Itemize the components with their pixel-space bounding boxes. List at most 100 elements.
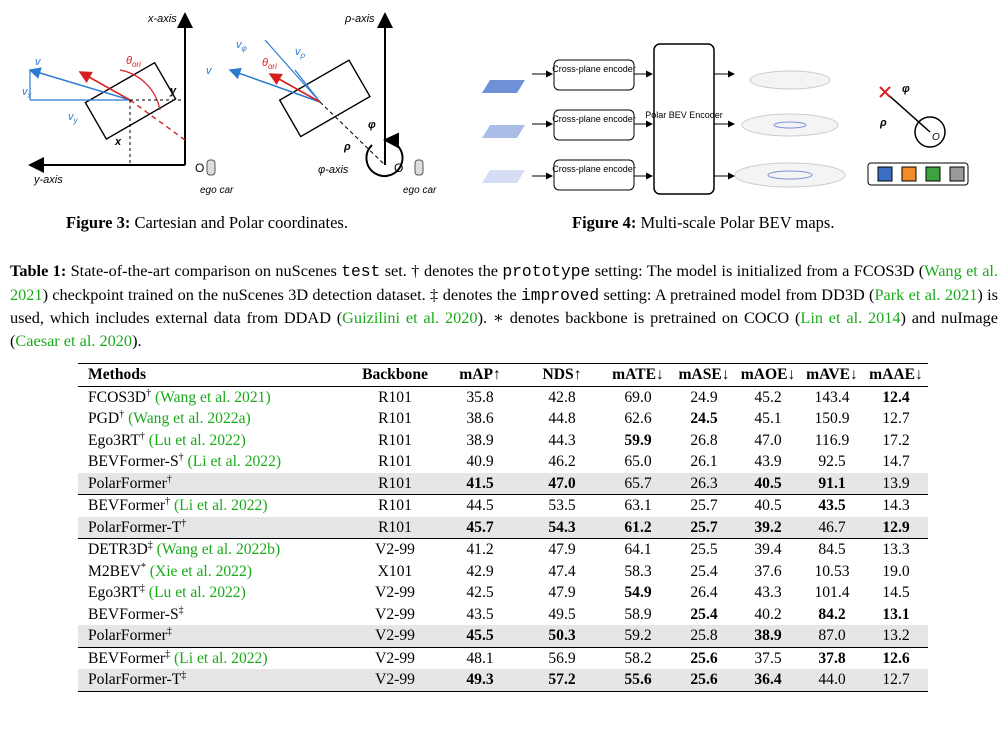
setting-marker: * <box>140 561 146 573</box>
metric-cell: 25.4 <box>690 562 718 580</box>
backbone-cell: R101 <box>350 472 440 495</box>
metric-cell: 64.1 <box>604 538 672 561</box>
metric-cell: 62.6 <box>624 410 652 427</box>
table-row: BEVFormer‡ (Li et al. 2022) V2-99 48.1 56.9… <box>78 646 928 669</box>
svg-text:φ: φ <box>902 83 910 95</box>
metric-cell: 39.2 <box>736 516 800 539</box>
metric-cell: 44.0 <box>800 669 864 692</box>
method-cell: BEVFormer-S‡ <box>78 604 350 626</box>
svg-text:x: x <box>114 136 122 148</box>
citation-link[interactable]: (Wang et al. 2022a) <box>124 410 251 427</box>
citation-link[interactable]: (Lu et al. 2022) <box>144 584 246 601</box>
metric-cell: 92.5 <box>818 453 846 470</box>
svg-text:y: y <box>169 85 177 97</box>
svg-text:O: O <box>195 161 204 175</box>
phi-axis-label: φ-axis <box>318 164 349 176</box>
metric-cell: 44.8 <box>548 410 576 427</box>
metric-cell: 14.5 <box>882 584 910 601</box>
method-name: BEVFormer-S <box>88 605 179 623</box>
metric-cell: 25.6 <box>672 669 736 692</box>
citation-link[interactable]: (Xie et al. 2022) <box>145 562 252 580</box>
metric-cell: 47.0 <box>520 472 604 495</box>
citation-link[interactable]: (Wang et al. 2022b) <box>152 541 281 558</box>
metric-cell: 25.7 <box>672 516 736 539</box>
method-name: PolarFormer <box>88 627 167 644</box>
metric-cell: 84.5 <box>800 538 864 561</box>
metric-cell: 46.2 <box>548 453 576 470</box>
metric-cell: 42.9 <box>466 562 494 580</box>
svg-text:vρ: vρ <box>295 46 306 60</box>
metric-cell: 10.53 <box>814 562 850 580</box>
metric-cell: 59.9 <box>624 431 652 449</box>
metric-cell: 26.1 <box>690 453 718 470</box>
column-header: mAOE↓ <box>736 363 800 387</box>
method-name: BEVFormer-S <box>88 453 179 470</box>
citation-link[interactable]: (Lu et al. 2022) <box>144 431 246 449</box>
method-name: FCOS3D <box>88 388 147 406</box>
table-caption: Table 1: State-of-the-art comparison on … <box>10 261 999 350</box>
method-name: PolarFormer <box>88 474 167 492</box>
setting-marker: † <box>166 473 172 485</box>
metric-cell: 42.5 <box>466 584 494 601</box>
metric-cell: 40.5 <box>736 494 800 517</box>
column-header: mATE↓ <box>604 363 672 387</box>
metric-cell: 58.9 <box>624 605 652 623</box>
metric-cell: 12.7 <box>882 410 910 427</box>
metric-cell: 69.0 <box>624 388 652 406</box>
column-header: mASE↓ <box>672 363 736 387</box>
metric-cell: 59.2 <box>604 625 672 647</box>
backbone-cell: V2-99 <box>375 584 415 601</box>
svg-text:ρ: ρ <box>343 141 351 153</box>
method-cell: PGD† (Wang et al. 2022a) <box>78 408 350 430</box>
method-cell: BEVFormer† (Li et al. 2022) <box>78 494 350 517</box>
setting-marker: † <box>178 451 184 463</box>
metric-cell: 45.5 <box>440 625 520 647</box>
metric-cell: 37.5 <box>736 646 800 669</box>
svg-text:ρ: ρ <box>879 117 887 129</box>
method-cell: BEVFormer‡ (Li et al. 2022) <box>78 646 350 669</box>
metric-cell: 19.0 <box>882 562 910 580</box>
metric-cell: 36.4 <box>736 669 800 692</box>
metric-cell: 26.3 <box>672 472 736 495</box>
citation-link[interactable]: (Li et al. 2022) <box>170 649 268 667</box>
svg-text:vy: vy <box>68 111 79 125</box>
setting-marker: ‡ <box>166 625 172 637</box>
backbone-cell: V2-99 <box>350 625 440 647</box>
table-header-row: Methods Backbone mAP↑ NDS↑ mATE↓ mASE↓ mAOE↓ mA… <box>78 363 928 387</box>
metric-cell: 61.2 <box>604 516 672 539</box>
metric-cell: 87.0 <box>800 625 864 647</box>
method-name: BEVFormer <box>88 497 166 514</box>
metric-cell: 45.1 <box>754 410 782 427</box>
svg-text:v: v <box>35 56 42 68</box>
metric-cell: 38.6 <box>466 410 494 427</box>
setting-marker: ‡ <box>165 648 171 660</box>
metric-cell: 13.3 <box>864 538 928 561</box>
table-row: PGD† (Wang et al. 2022a) R101 38.6 44.8 62.6… <box>78 408 928 430</box>
method-name: DETR3D <box>88 541 148 558</box>
svg-text:θori: θori <box>126 55 141 69</box>
citation-link[interactable]: (Wang et al. 2021) <box>151 388 271 406</box>
metric-cell: 25.4 <box>690 605 718 623</box>
table-row: DETR3D‡ (Wang et al. 2022b) V2-99 41.2 47.9… <box>78 538 928 561</box>
method-name: PGD <box>88 410 120 427</box>
table-row: Ego3RT† (Lu et al. 2022) R101 38.9 44.3 59.9… <box>78 430 928 452</box>
svg-text:O: O <box>932 132 940 143</box>
metric-cell: 57.2 <box>520 669 604 692</box>
backbone-cell: X101 <box>377 562 413 580</box>
figure-4-caption: Figure 4: Multi-scale Polar BEV maps. <box>572 213 835 232</box>
citation-link[interactable]: (Li et al. 2022) <box>170 497 268 514</box>
setting-marker: ‡ <box>139 582 145 594</box>
metric-cell: 12.7 <box>864 669 928 692</box>
method-name: PolarFormer-T <box>88 671 182 688</box>
metric-cell: 43.5 <box>800 494 864 517</box>
metric-cell: 63.1 <box>604 494 672 517</box>
metric-cell: 45.7 <box>440 516 520 539</box>
table-row: PolarFormer‡ V2-99 45.5 50.3 59.2 25.8 38.9 87.… <box>78 625 928 647</box>
metric-cell: 13.1 <box>882 605 910 623</box>
metric-cell: 47.9 <box>520 538 604 561</box>
metric-cell: 38.9 <box>736 625 800 647</box>
metric-cell: 53.5 <box>520 494 604 517</box>
metric-cell: 25.5 <box>672 538 736 561</box>
citation-link[interactable]: (Li et al. 2022) <box>183 453 282 470</box>
method-cell: M2BEV* (Xie et al. 2022) <box>78 561 350 583</box>
